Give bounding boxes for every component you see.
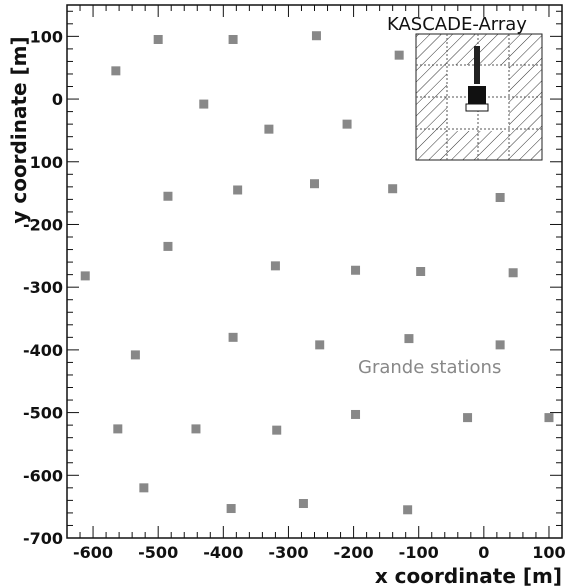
station-markers: [80, 31, 554, 515]
grande-station-marker: [139, 483, 149, 493]
x-tick-label: -200: [334, 543, 374, 562]
grande-station-marker: [315, 340, 325, 350]
grande-station-marker: [311, 31, 321, 41]
grande-station-marker: [113, 424, 123, 434]
y-tick-label: 0: [52, 90, 63, 109]
grande-station-marker: [80, 271, 90, 281]
kascade-central-detector: [468, 86, 486, 104]
kascade-detector-base: [465, 103, 489, 112]
grande-station-marker: [228, 34, 238, 44]
grande-station-marker: [463, 413, 473, 423]
y-tick-label: -400: [23, 341, 63, 360]
grande-station-marker: [270, 261, 280, 271]
x-tick-label: 0: [478, 543, 489, 562]
y-tick-label: -200: [23, 215, 63, 234]
grande-station-marker: [404, 334, 414, 344]
x-tick-label: -100: [399, 543, 439, 562]
y-tick-label: 100: [30, 153, 63, 172]
x-axis-title: x coordinate [m]: [375, 564, 562, 586]
grande-station-marker: [233, 185, 243, 195]
grande-station-marker: [298, 499, 308, 509]
grande-station-marker: [191, 424, 201, 434]
grande-station-marker: [163, 191, 173, 201]
x-tick-label: -600: [73, 543, 113, 562]
grande-station-marker: [226, 504, 236, 514]
grande-station-marker: [130, 350, 140, 360]
grande-station-marker: [403, 505, 413, 515]
grande-stations-label: Grande stations: [358, 357, 501, 378]
kascade-array-inset: [415, 33, 543, 161]
kascade-tunnel: [474, 46, 480, 84]
grande-station-marker: [508, 268, 518, 278]
grande-station-marker: [394, 50, 404, 60]
grande-station-marker: [388, 184, 398, 194]
y-tick-label: -300: [23, 278, 63, 297]
y-tick-label: -500: [23, 404, 63, 423]
kascade-array-label: KASCADE-Array: [387, 14, 527, 35]
y-tick-label: -600: [23, 466, 63, 485]
grande-station-marker: [351, 409, 361, 419]
grande-station-marker: [351, 265, 361, 275]
grande-station-marker: [272, 425, 282, 435]
grande-station-marker: [495, 340, 505, 350]
x-tick-label: -400: [203, 543, 243, 562]
grande-station-marker: [163, 241, 173, 251]
plot-frame: [66, 4, 563, 539]
x-tick-label: 100: [532, 543, 565, 562]
grande-station-marker: [342, 119, 352, 129]
grande-station-marker: [111, 66, 121, 76]
grande-station-marker: [416, 267, 426, 276]
grande-station-marker: [228, 332, 238, 342]
axis-ticks: [66, 5, 563, 539]
grande-station-marker: [495, 193, 505, 203]
y-tick-label: 100: [30, 27, 63, 46]
grande-station-marker: [310, 179, 319, 189]
grande-station-marker: [264, 124, 274, 134]
tick-labels: -600 -500 -400 -300 -200 -100 0 100 100 0 100 -200 -…: [23, 27, 566, 562]
y-axis-title: y coordinate [m]: [7, 36, 31, 223]
grande-station-marker: [544, 413, 554, 423]
x-tick-label: -300: [268, 543, 308, 562]
grande-station-marker: [153, 34, 163, 44]
y-tick-label: -700: [23, 529, 63, 548]
grande-station-marker: [199, 99, 209, 109]
x-tick-label: -500: [138, 543, 178, 562]
